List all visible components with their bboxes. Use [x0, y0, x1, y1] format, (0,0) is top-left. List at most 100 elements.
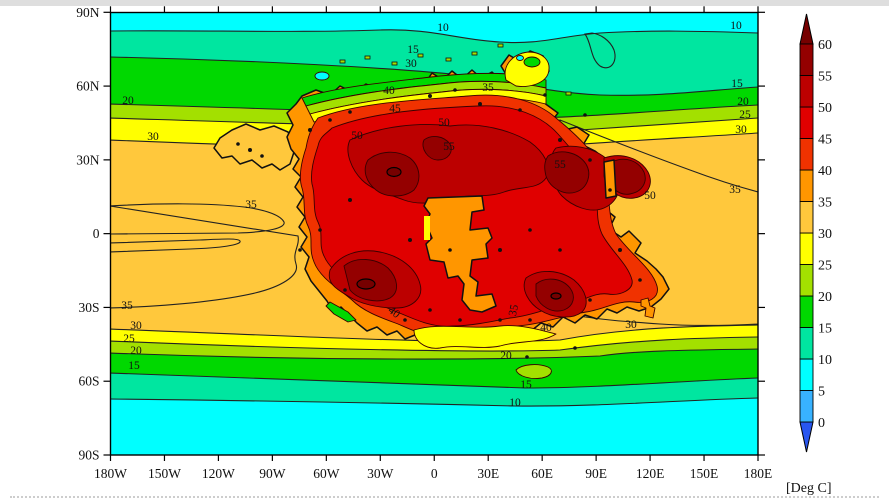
- colorbar-label: 20: [818, 290, 832, 305]
- contour-label: 50: [351, 130, 363, 142]
- colorbar-arrow-bottom: [799, 421, 814, 453]
- contour-label: 35: [121, 300, 133, 312]
- contour-label: 50: [438, 117, 450, 129]
- contour-25s: [110, 336, 758, 352]
- hottest-spot-se: [550, 292, 562, 300]
- contour-label: 40: [540, 322, 552, 334]
- contour-20s: [110, 348, 758, 360]
- colorbar-label: 55: [818, 70, 832, 85]
- x-tick-label: 180W: [94, 466, 127, 481]
- contour-label: 15: [731, 78, 743, 90]
- colorbar-label: 45: [818, 133, 832, 148]
- y-tick-label: 60N: [76, 79, 100, 94]
- west-peninsula: [213, 123, 295, 171]
- contour-label: 35: [507, 303, 521, 317]
- colorbar-segment: [799, 106, 814, 139]
- contour-label: 30: [735, 124, 747, 136]
- colorbar-label: 60: [818, 38, 832, 53]
- inland-sea: [423, 195, 497, 313]
- lake-dots: [236, 88, 642, 359]
- x-tick-label: 30E: [477, 466, 499, 481]
- colorbar-label: 25: [818, 259, 832, 274]
- x-tick-label: 120E: [636, 466, 665, 481]
- colorbar-label: 10: [818, 353, 832, 368]
- colorbar-segment: [799, 295, 814, 328]
- colorbar-unit-label: [Deg C]: [786, 481, 832, 496]
- contour-label: 20: [500, 350, 512, 362]
- inland-sea-yellow-sliver: [424, 216, 430, 240]
- colorbar-labels: 0 5 10 15 20 25 30 35 40 45 50 55 60: [818, 38, 832, 431]
- colorbar-label: 0: [818, 416, 825, 431]
- x-tick-label: 90E: [585, 466, 607, 481]
- colorbar: 0 5 10 15 20 25 30 35 40 45 50 55 60 [Deg C]: [786, 13, 832, 496]
- contour-label: 25: [123, 333, 135, 345]
- east-warm-pool: [559, 119, 758, 327]
- ne-lobe-green-patch: [523, 56, 541, 68]
- y-tick-label: 0: [93, 226, 100, 241]
- contour-label: 30: [625, 319, 637, 331]
- contour-label: 55: [443, 141, 455, 153]
- south-island: [515, 364, 552, 379]
- colorbar-segment: [799, 390, 814, 423]
- colorbar-label: 40: [818, 164, 832, 179]
- south-yellow-fringe: [413, 325, 557, 349]
- contour-label: 10: [437, 22, 449, 34]
- nw-cyan-lake: [314, 71, 330, 81]
- contour-10s: [110, 397, 758, 407]
- colorbar-segment: [799, 327, 814, 360]
- y-tick-label: 60S: [78, 374, 99, 389]
- se-hook-island: [640, 297, 656, 319]
- colorbar-arrow-top: [799, 13, 814, 45]
- colorbar-segment: [799, 232, 814, 265]
- contour-15s: [110, 372, 758, 389]
- contour-label: 30: [405, 58, 417, 70]
- colorbar-segment: [799, 43, 814, 76]
- x-tick-label: 150E: [690, 466, 719, 481]
- ne-cyan-lake: [516, 55, 524, 61]
- colorbar-label: 30: [818, 227, 832, 242]
- contour-label: 20: [737, 96, 749, 108]
- colorbar-segment: [799, 138, 814, 171]
- north-islets: [339, 43, 572, 96]
- cyan-tongue: [584, 32, 616, 69]
- x-tick-label: 180E: [744, 466, 773, 481]
- bottom-dotted-rule: [10, 496, 879, 498]
- contour-label: 50: [644, 190, 656, 202]
- contour-label: 25: [739, 109, 751, 121]
- axes: 180W 150W 120W 90W 60W 30W 0 30E 60E 90E 120E 150E 1…: [76, 5, 772, 481]
- band-15-20-south: [110, 349, 758, 388]
- contour-label: 30: [130, 320, 142, 332]
- colorbar-segment: [799, 264, 814, 297]
- colorbar-label: 5: [818, 385, 825, 400]
- y-tick-label: 90N: [76, 5, 100, 20]
- y-tick-label: 90S: [78, 448, 99, 463]
- colorbar-segments: [799, 13, 814, 453]
- hottest-spot-sw: [356, 278, 376, 290]
- contour-label: 15: [128, 360, 140, 372]
- contour-label: 10: [730, 20, 742, 32]
- east-inlet: [603, 159, 617, 199]
- contour-label: 45: [389, 103, 401, 115]
- band-5-10-south: [110, 398, 758, 455]
- y-tick-label: 30N: [76, 152, 100, 167]
- colorbar-segment: [799, 169, 814, 202]
- x-tick-label: 120W: [202, 466, 235, 481]
- band-10-15-north: [110, 29, 758, 96]
- x-tick-label: 60W: [313, 466, 340, 481]
- contour-label: 30: [147, 131, 159, 143]
- x-tick-label: 90W: [259, 466, 286, 481]
- supercontinent: [213, 43, 670, 379]
- west-warm-pool: [110, 203, 299, 309]
- band-25-30-south: [110, 325, 758, 351]
- contour-label: 15: [520, 379, 532, 391]
- band-10-15-south: [110, 373, 758, 407]
- sw-green-sliver: [325, 301, 357, 323]
- x-tick-label: 60E: [531, 466, 553, 481]
- x-tick-label: 30W: [367, 466, 394, 481]
- y-tick-label: 30S: [78, 300, 99, 315]
- contour-label: 55: [554, 159, 566, 171]
- colorbar-label: 35: [818, 196, 832, 211]
- colorbar-label: 15: [818, 322, 832, 337]
